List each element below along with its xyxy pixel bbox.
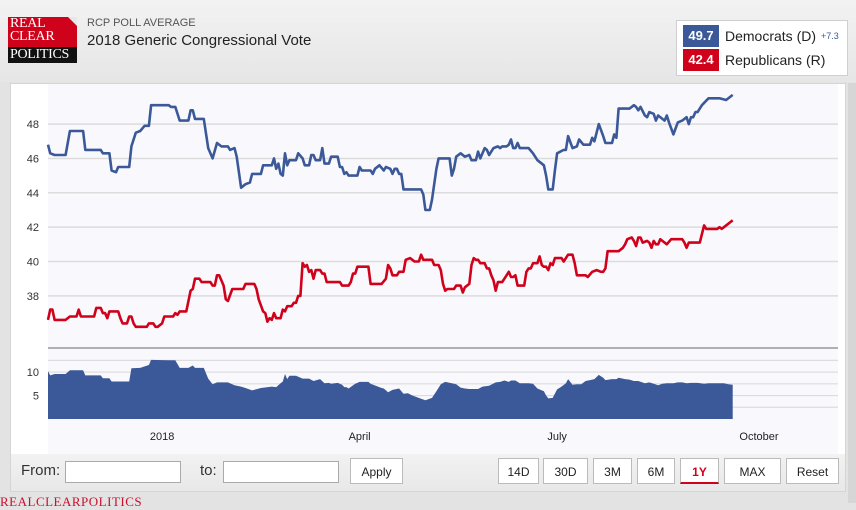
spread-y-tick-labels: 5 10 (27, 367, 39, 402)
republicans-line[interactable] (46, 219, 734, 329)
democrats-value: 49.7 (683, 25, 719, 47)
rcp-logo[interactable]: REAL CLEAR POLITICS (8, 17, 77, 63)
legend-item-republicans[interactable]: 42.4 Republicans (R) (683, 49, 825, 71)
to-label: to: (200, 462, 217, 479)
democrats-line[interactable] (46, 93, 734, 212)
range-button-6m[interactable]: 6M (637, 458, 675, 484)
legend: 49.7 Democrats (D) +7.3 42.4 Republicans… (676, 20, 848, 76)
chart-svg[interactable]: 38 40 42 44 46 48 5 10 2018 April July October (11, 84, 845, 455)
logo-line2: CLEAR (10, 29, 55, 44)
spread-y-tick-label-5: 5 (33, 391, 39, 403)
x-tick-label-april: April (349, 431, 371, 443)
y-tick-label-42: 42 (27, 222, 39, 234)
spread-series (48, 359, 733, 419)
range-button-30d[interactable]: 30D (543, 458, 588, 484)
y-tick-label-48: 48 (27, 119, 39, 131)
spread-y-tick-label-10: 10 (27, 367, 39, 379)
democrats-spread: +7.3 (821, 31, 839, 41)
from-date-input[interactable] (65, 461, 181, 483)
range-button-14d[interactable]: 14D (498, 458, 539, 484)
legend-item-democrats[interactable]: 49.7 Democrats (D) +7.3 (683, 25, 839, 47)
x-tick-labels: 2018 April July October (150, 431, 779, 443)
header: REAL CLEAR POLITICS RCP POLL AVERAGE 201… (0, 0, 856, 82)
republicans-label: Republicans (R) (725, 52, 826, 68)
y-tick-label-44: 44 (27, 188, 39, 200)
republicans-value: 42.4 (683, 49, 719, 71)
x-tick-label-july: July (547, 431, 567, 443)
apply-button[interactable]: Apply (350, 458, 403, 484)
chart-panel: 38 40 42 44 46 48 5 10 2018 April July October (10, 83, 846, 456)
main-series (46, 93, 734, 329)
logo-line1: REAL (10, 16, 46, 31)
footer-brand-text: REALCLEARPOLITICS (0, 494, 143, 509)
logo-line3: POLITICS (8, 47, 77, 63)
range-footer: From: to: Apply 14D 30D 3M 6M 1Y MAX Reset (10, 454, 846, 492)
from-label: From: (21, 462, 61, 479)
y-tick-label-38: 38 (27, 291, 39, 303)
y-tick-label-46: 46 (27, 153, 39, 165)
range-button-1y[interactable]: 1Y (680, 458, 719, 484)
logo-red-block: REAL CLEAR (8, 17, 77, 47)
reset-button[interactable]: Reset (786, 458, 839, 484)
range-button-max[interactable]: MAX (724, 458, 781, 484)
spread-area[interactable] (48, 359, 733, 419)
x-tick-label-october: October (739, 431, 778, 443)
to-date-input[interactable] (223, 461, 339, 483)
scrollbar[interactable] (848, 83, 856, 503)
democrats-label: Democrats (D) (725, 28, 817, 44)
x-tick-label-2018: 2018 (150, 431, 174, 443)
y-tick-label-40: 40 (27, 257, 39, 269)
page-title: 2018 Generic Congressional Vote (87, 32, 312, 49)
kicker: RCP POLL AVERAGE (87, 17, 196, 29)
main-y-tick-labels: 38 40 42 44 46 48 (27, 119, 39, 303)
range-button-3m[interactable]: 3M (593, 458, 632, 484)
